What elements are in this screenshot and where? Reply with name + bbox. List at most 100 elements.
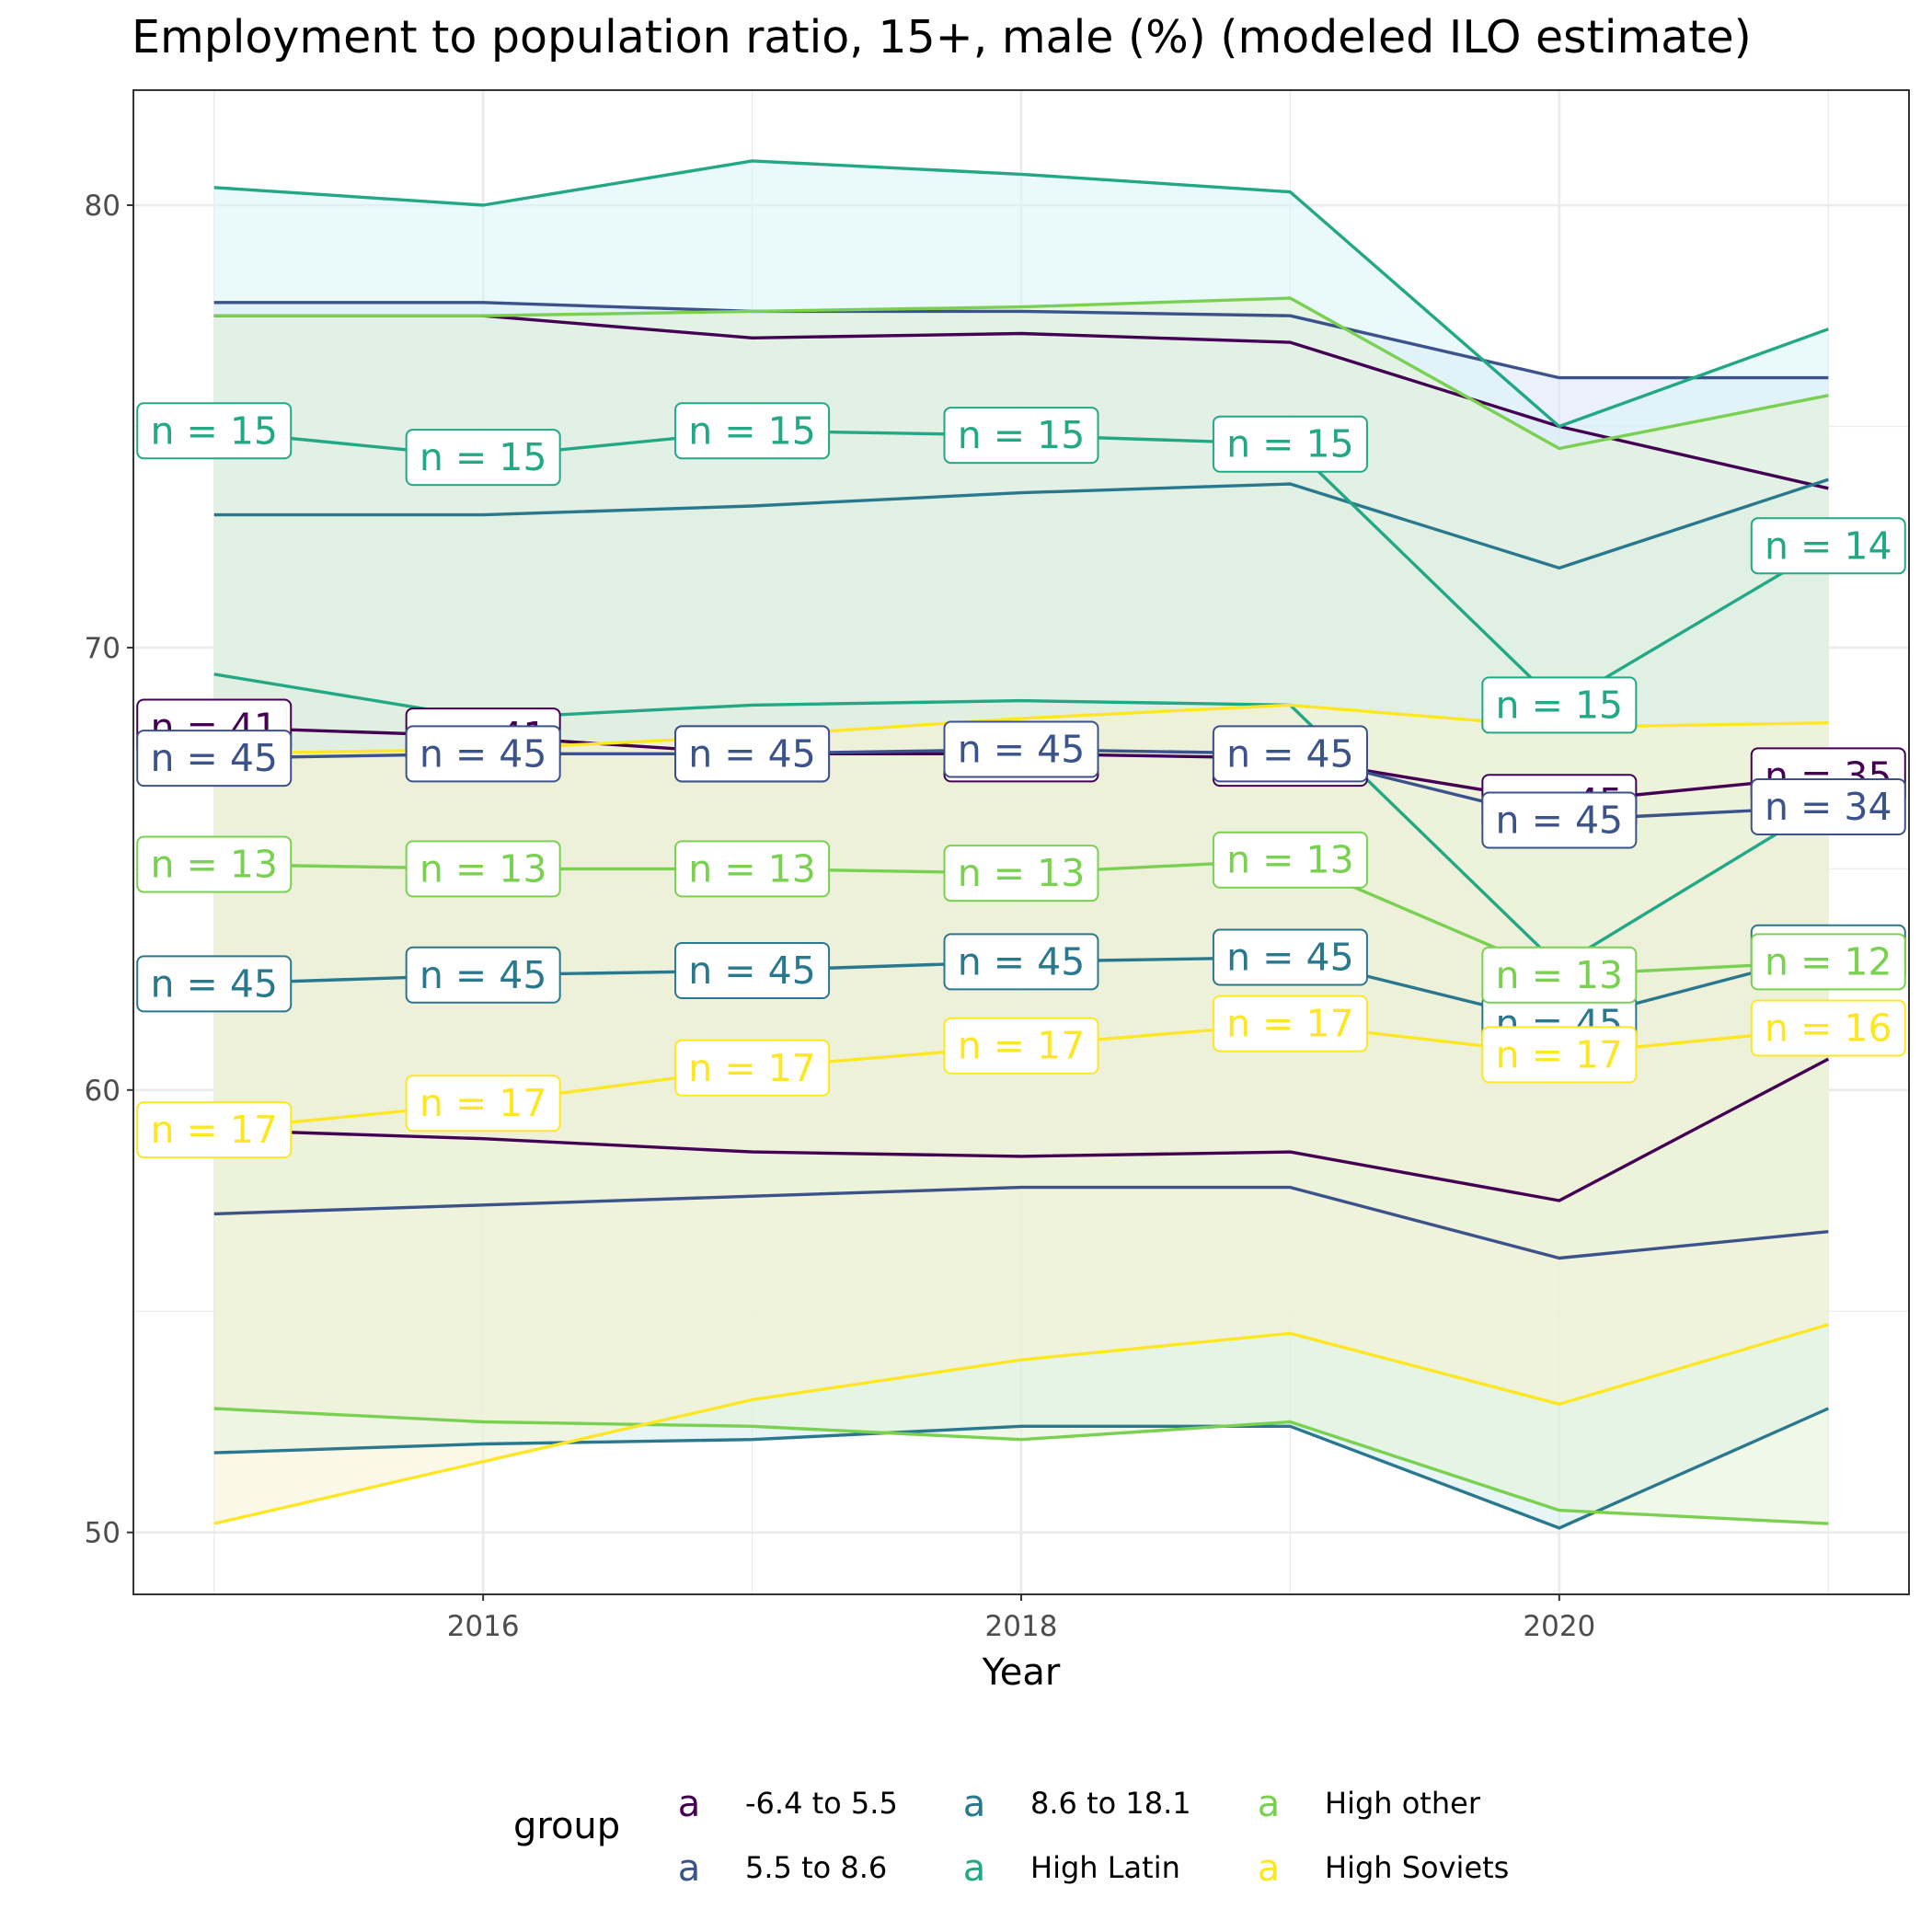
count-label-box xyxy=(1750,778,1906,836)
legend-label: 5.5 to 8.6 xyxy=(745,1850,887,1885)
count-label-text: n = 34 xyxy=(1765,785,1892,829)
upper-line xyxy=(213,159,1829,429)
legend-item: a High Soviets xyxy=(1258,1847,1510,1890)
legend-item: a High Latin xyxy=(963,1847,1180,1890)
count-label: n = 15 xyxy=(943,407,1099,465)
x-axis-title: Year xyxy=(982,1651,1061,1694)
count-label-box xyxy=(405,946,561,1004)
count-labels: n = 41n = 41n = 45n = 45n = 45n = 45n = … xyxy=(136,402,1906,1159)
y-tick-label: 70 xyxy=(85,632,121,665)
lower-line xyxy=(213,1185,1829,1260)
count-label: n = 45 xyxy=(405,725,561,783)
count-label: n = 45 xyxy=(405,946,561,1004)
count-label-box xyxy=(943,933,1099,991)
count-label: n = 17 xyxy=(1481,1026,1638,1084)
y-tick-label: 50 xyxy=(85,1517,121,1550)
count-label: n = 17 xyxy=(405,1075,561,1133)
count-label-text: n = 16 xyxy=(1765,1006,1892,1050)
count-label-text: n = 15 xyxy=(1496,683,1624,727)
count-label-box xyxy=(674,402,831,460)
chart-title: Employment to population ratio, 15+, mal… xyxy=(132,11,1752,63)
count-label-text: n = 45 xyxy=(150,961,278,1006)
count-label-box xyxy=(674,725,831,783)
x-tick-label: 2018 xyxy=(985,1610,1058,1643)
count-label-text: n = 45 xyxy=(958,939,1086,983)
count-label-text: n = 12 xyxy=(1765,939,1892,983)
count-label-text: n = 13 xyxy=(688,846,816,891)
count-label-box xyxy=(674,1039,831,1097)
count-label: n = 34 xyxy=(1750,778,1906,836)
x-tick-label: 2020 xyxy=(1523,1610,1595,1643)
count-label-text: n = 17 xyxy=(150,1108,278,1152)
x-tick-label: 2016 xyxy=(447,1610,520,1643)
count-label-box xyxy=(1212,995,1368,1052)
count-label-text: n = 45 xyxy=(688,731,816,776)
count-label-text: n = 15 xyxy=(420,435,547,479)
count-label-box xyxy=(1481,1026,1638,1084)
count-label-box xyxy=(1212,831,1368,889)
count-label-text: n = 13 xyxy=(420,846,547,891)
lower-line xyxy=(213,1057,1830,1202)
count-label: n = 13 xyxy=(405,840,561,898)
count-label-text: n = 17 xyxy=(688,1046,816,1090)
count-label-box xyxy=(674,840,831,898)
count-label-box xyxy=(1481,946,1638,1004)
count-label-text: n = 13 xyxy=(1226,838,1354,882)
legend-key: a xyxy=(678,1783,701,1825)
legend-label: -6.4 to 5.5 xyxy=(745,1786,898,1821)
count-label: n = 17 xyxy=(943,1017,1099,1075)
count-label: n = 45 xyxy=(674,941,831,999)
legend-label: High other xyxy=(1325,1786,1481,1821)
count-label-text: n = 13 xyxy=(958,851,1086,895)
count-label-box xyxy=(943,1017,1099,1075)
count-label-box xyxy=(943,845,1099,903)
upper-line xyxy=(213,301,1829,380)
legend-key: a xyxy=(963,1847,986,1890)
count-label-text: n = 13 xyxy=(150,843,278,887)
count-label-box xyxy=(943,720,1099,778)
count-label: n = 45 xyxy=(943,933,1099,991)
legend-label: High Soviets xyxy=(1325,1850,1509,1885)
count-label-box xyxy=(1212,725,1368,783)
count-label-text: n = 15 xyxy=(1226,422,1354,466)
count-label-box xyxy=(136,402,293,460)
legend-key: a xyxy=(678,1847,701,1890)
legend-item: a High other xyxy=(1258,1783,1481,1825)
count-label-box xyxy=(136,955,293,1013)
legend: group a -6.4 to 5.5 a 5.5 to 8.6 a 8.6 to 18.1… xyxy=(513,1783,1509,1890)
y-tick-label: 80 xyxy=(85,190,121,223)
count-label-text: n = 45 xyxy=(688,949,816,993)
count-label-text: n = 15 xyxy=(150,408,278,453)
legend-key: a xyxy=(1258,1783,1281,1825)
count-label-box xyxy=(136,1101,293,1159)
count-label-box xyxy=(405,1075,561,1133)
count-label: n = 15 xyxy=(405,429,561,487)
count-label: n = 45 xyxy=(136,730,293,788)
count-label-text: n = 17 xyxy=(958,1024,1086,1068)
count-label-text: n = 15 xyxy=(688,408,816,453)
legend-item: a -6.4 to 5.5 xyxy=(678,1783,898,1825)
count-label: n = 45 xyxy=(1481,791,1638,849)
lower-line xyxy=(213,1323,1829,1525)
legend-label: High Latin xyxy=(1030,1850,1180,1885)
count-label-box xyxy=(405,429,561,487)
axes: 50 60 70 80 2016 2018 2020 xyxy=(85,190,1596,1643)
count-label: n = 45 xyxy=(943,720,1099,778)
count-label-text: n = 45 xyxy=(1496,798,1624,842)
count-label: n = 13 xyxy=(943,845,1099,903)
count-label-box xyxy=(1481,791,1638,849)
count-label: n = 17 xyxy=(1212,995,1368,1052)
legend-title: group xyxy=(513,1805,620,1847)
legend-key: a xyxy=(1258,1847,1281,1890)
count-label-box xyxy=(1750,999,1906,1057)
count-label-box xyxy=(1750,933,1906,991)
count-label-text: n = 45 xyxy=(420,731,547,776)
count-label-box xyxy=(405,840,561,898)
count-label-box xyxy=(943,407,1099,465)
count-label-text: n = 14 xyxy=(1765,523,1892,568)
count-label-box xyxy=(1212,415,1368,473)
count-label-box xyxy=(136,835,293,893)
count-label: n = 45 xyxy=(136,955,293,1013)
count-label-text: n = 13 xyxy=(1496,953,1624,997)
count-label: n = 15 xyxy=(136,402,293,460)
